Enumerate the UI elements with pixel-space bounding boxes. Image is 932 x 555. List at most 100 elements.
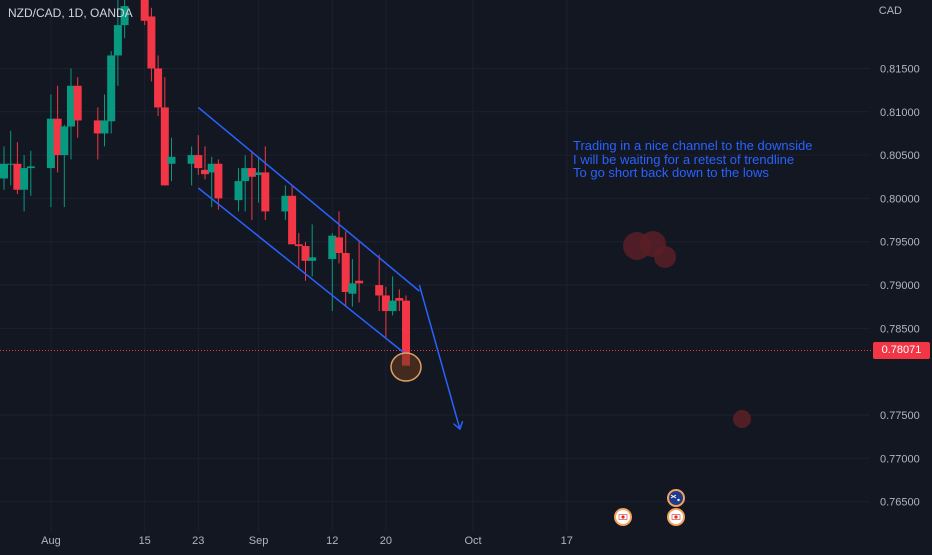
economic-events[interactable] <box>614 489 685 526</box>
candle <box>154 55 163 117</box>
target-circle[interactable] <box>733 410 751 428</box>
candle <box>20 155 29 212</box>
candle <box>53 85 62 173</box>
candle-body <box>20 168 29 190</box>
candle-body <box>335 237 343 254</box>
candle <box>328 233 337 312</box>
candle <box>241 155 250 212</box>
candle <box>167 137 176 182</box>
candle-body <box>73 85 82 121</box>
time-tick-label: 17 <box>561 535 573 547</box>
candle <box>187 146 196 186</box>
flag-canada-icon[interactable] <box>667 508 685 526</box>
candle <box>234 168 243 212</box>
candle <box>113 0 122 86</box>
grid-layer <box>0 0 870 532</box>
candle-body <box>375 285 384 296</box>
price-tick-label: 0.78500 <box>880 323 920 335</box>
flag-canada-icon[interactable] <box>614 508 632 526</box>
candle-body <box>46 118 55 169</box>
time-tick-label: Sep <box>249 535 269 547</box>
candle-body <box>53 118 62 156</box>
candle <box>93 107 102 160</box>
candle <box>402 295 410 366</box>
candle <box>254 157 263 203</box>
price-tick-label: 0.79500 <box>880 237 920 249</box>
candle-body <box>261 172 270 212</box>
price-tick-label: 0.81000 <box>880 107 920 119</box>
price-tick-label: 0.80000 <box>880 193 920 205</box>
candle-body <box>247 168 256 177</box>
candle-body <box>0 163 8 179</box>
channel-trendline[interactable] <box>197 187 407 355</box>
candle <box>100 94 109 147</box>
candle-body <box>93 120 102 134</box>
candle <box>395 289 404 312</box>
price-tick-label: 0.79000 <box>880 280 920 292</box>
candle-body <box>241 168 250 182</box>
annotation-line: To go short back down to the lows <box>573 165 769 180</box>
candle-body <box>402 300 410 366</box>
candle <box>214 159 223 210</box>
currency-label: CAD <box>878 5 902 17</box>
candle-body <box>328 235 337 260</box>
candle-body <box>13 163 22 190</box>
candle-body <box>167 156 176 164</box>
candle-body <box>140 0 149 21</box>
candle-body <box>341 253 350 292</box>
price-tick-label: 0.76500 <box>880 497 920 509</box>
time-axis[interactable]: Aug 15 23 Sep 12 20 Oct 17 <box>41 535 573 547</box>
candle-body <box>201 169 209 175</box>
time-tick-label: 12 <box>326 535 338 547</box>
low-highlight-circle[interactable] <box>390 352 422 382</box>
candle-body <box>281 195 290 212</box>
candle-body <box>6 163 15 165</box>
text-annotation[interactable]: Trading in a nice channel to the downsid… <box>573 139 812 180</box>
candle <box>26 150 35 196</box>
candle-body <box>207 163 216 173</box>
price-axis[interactable]: 0.81500 0.81000 0.80500 0.80000 0.79500 0.790… <box>880 63 920 508</box>
highlight-circle[interactable] <box>654 246 676 268</box>
candle-body <box>60 126 69 156</box>
candle-body <box>395 298 404 301</box>
candle <box>308 224 317 277</box>
last-price-badge: 0.78071 <box>873 342 930 359</box>
channel-trendline[interactable] <box>197 106 420 292</box>
candle-body <box>294 244 303 247</box>
candle <box>288 185 297 245</box>
candle <box>160 77 169 186</box>
candle-body <box>26 166 35 169</box>
candle-body <box>67 85 75 127</box>
time-tick-label: 23 <box>192 535 204 547</box>
projection-arrow[interactable] <box>418 284 459 428</box>
candle <box>355 241 364 303</box>
candle <box>201 146 209 180</box>
time-tick-label: 20 <box>380 535 392 547</box>
candle-body <box>301 246 310 261</box>
candle <box>388 276 397 316</box>
candle-body <box>147 16 156 69</box>
time-tick-label: Oct <box>464 535 481 547</box>
price-tick-label: 0.77000 <box>880 453 920 465</box>
candle <box>381 286 390 338</box>
candle <box>281 185 290 221</box>
candle <box>107 51 116 134</box>
candle <box>348 259 357 307</box>
flag-australia-icon[interactable] <box>667 489 685 507</box>
candle-body <box>107 55 116 122</box>
candle-body <box>214 163 223 199</box>
candle <box>301 241 310 281</box>
candle-body <box>288 195 297 245</box>
candle-body <box>308 257 317 261</box>
candle <box>73 77 82 138</box>
candle <box>261 146 270 221</box>
candle <box>335 211 343 264</box>
candle <box>140 0 149 26</box>
symbol-title[interactable]: NZD/CAD, 1D, OANDA <box>8 6 133 20</box>
price-tick-label: 0.80500 <box>880 150 920 162</box>
candle-body <box>194 155 203 169</box>
candle <box>375 254 384 312</box>
drawing-layer[interactable] <box>197 106 751 428</box>
